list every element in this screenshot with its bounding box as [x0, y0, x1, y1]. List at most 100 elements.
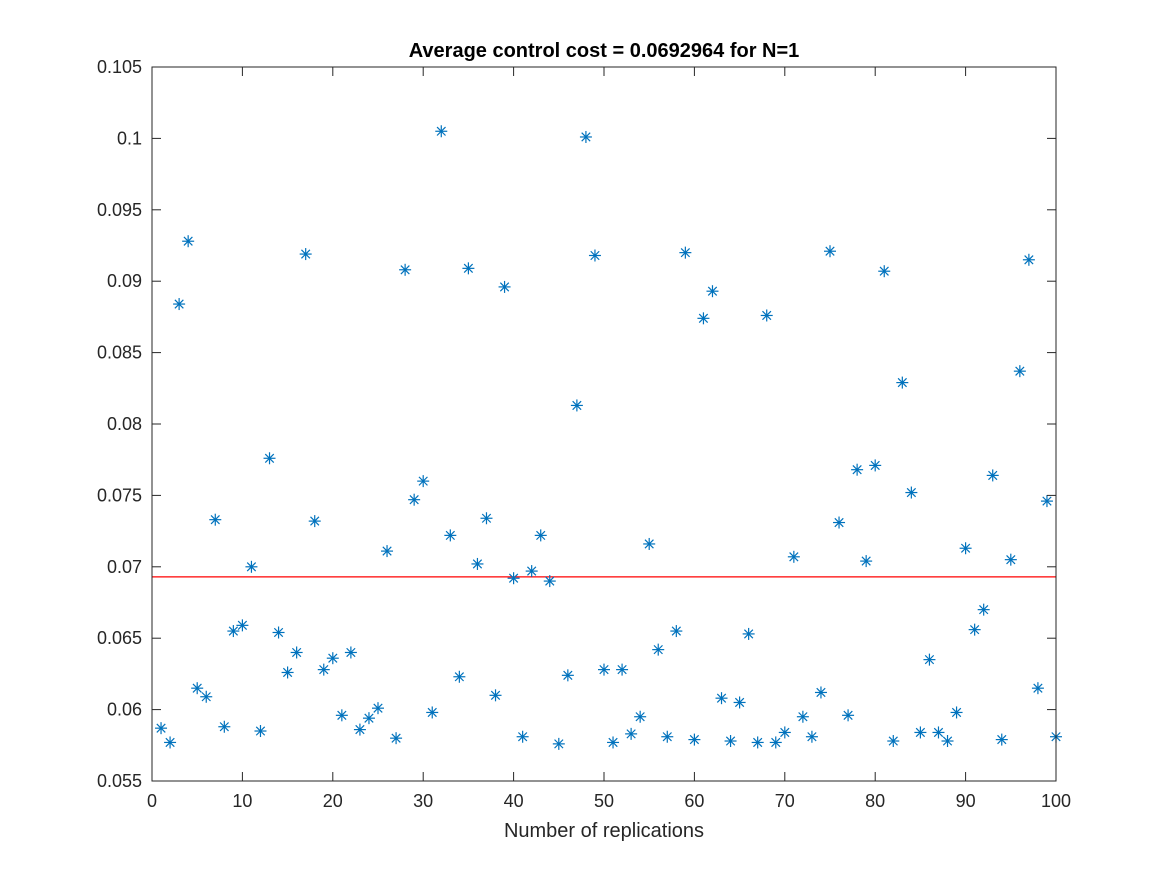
data-point — [842, 709, 855, 722]
data-point — [353, 723, 366, 736]
data-point — [308, 515, 321, 528]
data-point — [941, 735, 954, 748]
y-tick-label: 0.055 — [97, 771, 142, 791]
data-point — [155, 722, 168, 735]
y-tick-label: 0.1 — [117, 128, 142, 148]
x-axis-title: Number of replications — [504, 820, 704, 842]
data-point — [372, 702, 384, 715]
data-point — [724, 735, 737, 748]
data-point — [588, 249, 601, 262]
x-tick-label: 0 — [147, 791, 157, 811]
x-tick-label: 10 — [232, 791, 252, 811]
data-point — [290, 646, 303, 659]
data-point — [697, 312, 710, 325]
data-point — [1022, 253, 1035, 266]
data-point — [805, 730, 818, 743]
data-point — [471, 557, 484, 570]
data-point — [164, 736, 177, 749]
y-tick-label: 0.065 — [97, 628, 142, 648]
data-point — [643, 537, 656, 550]
data-point — [543, 575, 556, 588]
data-point — [670, 625, 683, 638]
x-tick-label: 70 — [775, 791, 795, 811]
data-point — [706, 285, 719, 298]
data-point — [453, 670, 466, 683]
data-point — [173, 298, 186, 311]
data-point — [426, 706, 439, 719]
y-tick-label: 0.105 — [97, 57, 142, 77]
data-point — [824, 245, 836, 258]
data-point — [896, 376, 909, 389]
y-ticks: 0.055 0.06 0.065 0.07 0.075 0.08 0.085 0.09 0.09… — [97, 57, 1056, 791]
data-point — [625, 727, 638, 740]
x-tick-label: 30 — [413, 791, 433, 811]
y-tick-label: 0.07 — [107, 557, 142, 577]
data-point — [254, 725, 267, 738]
data-point — [814, 686, 827, 699]
data-point — [878, 265, 891, 278]
y-tick-label: 0.085 — [97, 343, 142, 363]
x-tick-label: 20 — [323, 791, 343, 811]
data-point — [1004, 553, 1017, 566]
data-point — [1031, 682, 1044, 695]
x-tick-label: 80 — [865, 791, 885, 811]
data-point — [408, 493, 421, 506]
data-point — [390, 732, 403, 745]
data-point — [860, 555, 873, 568]
data-point — [833, 516, 846, 529]
data-point — [236, 619, 249, 632]
data-point — [950, 706, 963, 719]
data-point — [534, 529, 547, 542]
data-point — [417, 475, 430, 488]
data-point — [326, 652, 339, 665]
data-point — [525, 565, 538, 578]
y-tick-label: 0.09 — [107, 271, 142, 291]
data-point — [760, 309, 773, 322]
data-point — [968, 623, 981, 636]
data-point — [200, 690, 213, 703]
data-point — [733, 696, 746, 709]
data-point — [263, 452, 276, 465]
data-point — [435, 125, 448, 138]
data-point — [959, 542, 972, 555]
data-point — [715, 692, 728, 705]
data-point — [679, 246, 692, 259]
data-point — [381, 545, 394, 558]
y-tick-label: 0.075 — [97, 485, 142, 505]
data-point — [272, 626, 285, 639]
data-point — [634, 710, 647, 723]
data-point — [570, 399, 583, 412]
x-tick-label: 40 — [504, 791, 524, 811]
data-point — [245, 560, 258, 573]
data-point — [335, 709, 348, 722]
data-point — [444, 529, 457, 542]
data-point — [281, 666, 294, 679]
data-point — [498, 280, 511, 293]
data-point — [317, 663, 330, 676]
data-point — [887, 735, 900, 748]
data-point — [227, 625, 240, 638]
data-point — [869, 459, 882, 472]
data-point — [688, 733, 701, 746]
data-points-layer — [155, 125, 1062, 750]
data-point — [480, 512, 493, 525]
data-point — [661, 730, 674, 743]
data-point — [742, 627, 755, 640]
data-point — [598, 663, 610, 676]
data-point — [552, 737, 565, 750]
data-point — [769, 736, 782, 749]
data-point — [579, 130, 592, 143]
x-tick-label: 100 — [1041, 791, 1071, 811]
data-point — [914, 726, 927, 739]
data-point — [209, 513, 222, 526]
data-point — [652, 643, 665, 656]
x-ticks: 0 10 20 30 40 50 60 70 80 90 100 — [147, 67, 1071, 811]
data-point — [344, 646, 357, 659]
data-point — [182, 235, 195, 248]
chart-title: Average control cost = 0.0692964 for N=1 — [409, 40, 800, 62]
data-point — [751, 736, 764, 749]
data-point — [191, 682, 204, 695]
data-point — [851, 463, 864, 476]
